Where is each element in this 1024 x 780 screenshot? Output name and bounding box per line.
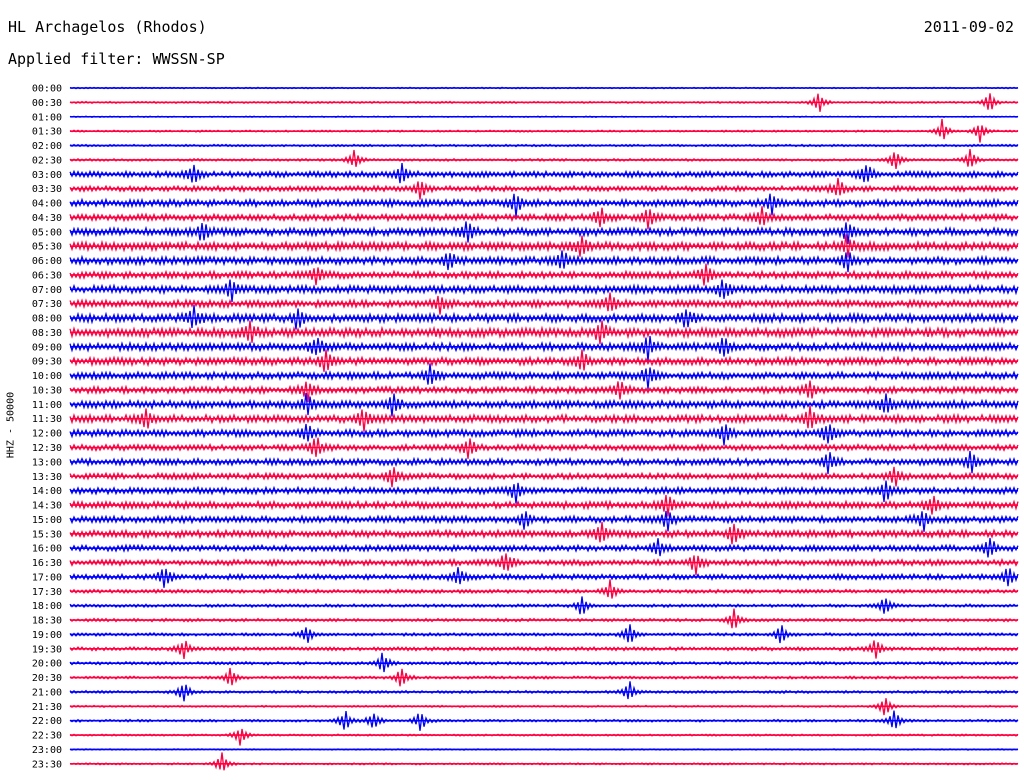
trace-line <box>69 349 1019 372</box>
row-label: 20:30 <box>32 673 62 684</box>
row-label: 03:00 <box>32 170 62 181</box>
trace-line <box>69 450 1019 475</box>
trace-line <box>69 221 1019 244</box>
row-label: 14:00 <box>32 486 62 497</box>
row-label: 12:00 <box>32 429 62 440</box>
trace-line <box>69 521 1019 545</box>
row-label: 19:30 <box>32 644 62 655</box>
row-label: 16:30 <box>32 558 62 569</box>
row-label: 01:00 <box>32 112 62 123</box>
trace-line <box>69 466 1019 488</box>
trace-line <box>69 335 1019 362</box>
trace-line <box>69 480 1019 504</box>
row-label: 11:30 <box>32 414 62 425</box>
trace-line <box>69 510 1019 532</box>
row-label: 05:00 <box>32 227 62 238</box>
trace-line <box>69 263 1019 286</box>
row-label: 13:30 <box>32 472 62 483</box>
trace-line <box>69 149 1019 169</box>
trace-line <box>69 608 1019 629</box>
row-label: 08:00 <box>32 314 62 325</box>
row-label: 08:30 <box>32 328 62 339</box>
trace-line <box>69 494 1019 517</box>
row-label: 00:30 <box>32 98 62 109</box>
trace-line <box>69 279 1019 302</box>
row-label: 15:00 <box>32 515 62 526</box>
trace-line <box>69 405 1019 432</box>
trace-line <box>69 320 1019 345</box>
row-label: 06:30 <box>32 270 62 281</box>
row-label: 20:00 <box>32 659 62 670</box>
trace-line <box>69 304 1019 330</box>
trace-line <box>69 393 1019 417</box>
row-label: 10:30 <box>32 385 62 396</box>
row-label: 10:00 <box>32 371 62 382</box>
row-label: 21:30 <box>32 702 62 713</box>
row-label: 02:30 <box>32 155 62 166</box>
row-label: 15:30 <box>32 529 62 540</box>
trace-line <box>69 567 1019 588</box>
row-label: 23:30 <box>32 759 62 770</box>
row-label: 01:30 <box>32 127 62 138</box>
row-label: 14:30 <box>32 501 62 512</box>
row-label: 04:30 <box>32 213 62 224</box>
trace-line <box>69 250 1019 273</box>
trace-line <box>69 363 1019 390</box>
trace-line <box>69 193 1019 218</box>
trace-line <box>69 640 1019 659</box>
trace-lines <box>69 86 1019 771</box>
row-label: 05:30 <box>32 242 62 253</box>
row-label: 17:30 <box>32 587 62 598</box>
trace-line <box>69 437 1019 459</box>
trace-line <box>69 553 1019 576</box>
row-label: 21:00 <box>32 687 62 698</box>
row-label: 06:00 <box>32 256 62 267</box>
row-label: 03:30 <box>32 184 62 195</box>
row-label: 22:30 <box>32 731 62 742</box>
trace-line <box>69 728 1019 746</box>
row-label: 07:30 <box>32 299 62 310</box>
row-label: 22:00 <box>32 716 62 727</box>
row-label: 18:00 <box>32 601 62 612</box>
row-label: 19:00 <box>32 630 62 641</box>
trace-line <box>69 163 1019 184</box>
row-label: 13:00 <box>32 457 62 468</box>
trace-line <box>69 538 1019 558</box>
station-title: HL Archagelos (Rhodos) <box>8 18 207 36</box>
trace-line <box>69 177 1019 200</box>
trace-line <box>69 752 1019 771</box>
record-date: 2011-09-02 <box>923 18 1014 36</box>
filter-label: Applied filter: WWSSN-SP <box>8 50 225 68</box>
row-label: 23:00 <box>32 745 62 756</box>
trace-line <box>69 206 1019 230</box>
row-label: 07:00 <box>32 285 62 296</box>
row-label: 00:00 <box>32 84 62 95</box>
trace-line <box>69 380 1019 402</box>
row-label: 02:00 <box>32 141 62 152</box>
row-label: 16:00 <box>32 544 62 555</box>
trace-line <box>69 579 1019 599</box>
trace-line <box>69 234 1019 258</box>
row-label: 09:30 <box>32 357 62 368</box>
row-label: 17:00 <box>32 572 62 583</box>
row-label: 12:30 <box>32 443 62 454</box>
trace-line <box>69 423 1019 446</box>
row-label: 04:00 <box>32 199 62 210</box>
row-labels: 00:00 00:30 01:00 01:30 02:00 02:30 03:00 03:30… <box>32 84 62 771</box>
trace-line <box>69 596 1019 615</box>
row-label: 09:00 <box>32 342 62 353</box>
trace-line <box>69 292 1019 315</box>
row-label: 11:00 <box>32 400 62 411</box>
trace-line <box>69 681 1019 702</box>
row-label: 18:30 <box>32 616 62 627</box>
